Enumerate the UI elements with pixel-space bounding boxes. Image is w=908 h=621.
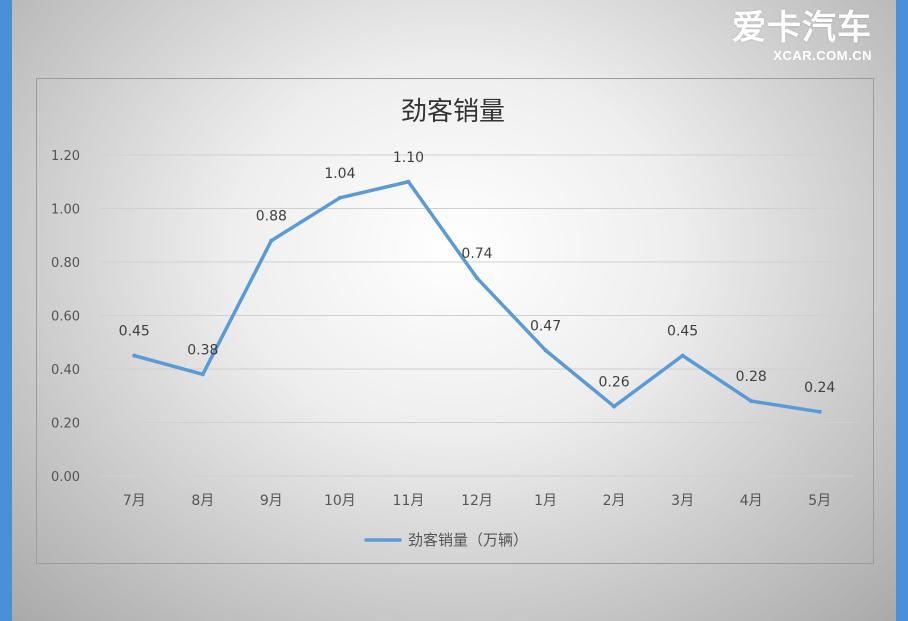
data-point: [200, 372, 205, 377]
data-point: [269, 238, 274, 243]
x-tick-label: 10月: [324, 493, 356, 509]
data-point: [543, 348, 548, 353]
data-point: [406, 179, 411, 184]
data-labels: 0.45 0.38 0.88 1.04 1.10 0.74 0.47 0.26 0.45 0.28…: [119, 150, 836, 396]
left-border: [0, 0, 12, 621]
y-tick-label: 0.20: [51, 417, 80, 432]
data-label: 0.74: [461, 246, 492, 262]
data-point: [680, 353, 685, 358]
x-tick-label: 9月: [260, 493, 283, 509]
right-border: [896, 0, 908, 621]
y-tick-label: 0.00: [51, 470, 80, 485]
x-tick-label: 11月: [393, 493, 425, 509]
line-chart: 劲客销量 0.00 0.20 0.40 0.60 0.80 1.00 1.20 7月 8月 9月…: [51, 97, 854, 549]
x-axis-ticks: 7月 8月 9月 10月 11月 12月 1月 2月 3月 4月 5月: [123, 493, 831, 509]
data-label: 0.26: [599, 374, 630, 390]
data-point: [337, 195, 342, 200]
y-tick-label: 1.00: [51, 203, 80, 218]
xcar-logo: 爱卡汽车 XCAR.COM.CN: [732, 8, 872, 64]
data-point: [132, 353, 137, 358]
chart-panel: [36, 78, 874, 564]
series-layer: [132, 179, 822, 414]
y-tick-label: 0.80: [51, 256, 80, 271]
chart-title: 劲客销量: [401, 97, 505, 127]
data-label: 0.38: [187, 342, 218, 358]
data-point: [749, 399, 754, 404]
data-label: 0.47: [530, 318, 561, 334]
legend-label: 劲客销量（万辆）: [408, 531, 528, 549]
legend: 劲客销量（万辆）: [364, 531, 528, 549]
x-tick-label: 12月: [461, 493, 493, 509]
x-tick-label: 3月: [671, 493, 694, 509]
logo-text-cn: 爱卡汽车: [732, 8, 872, 48]
x-tick-label: 2月: [603, 493, 626, 509]
x-tick-label: 5月: [808, 493, 831, 509]
y-axis-ticks: 0.00 0.20 0.40 0.60 0.80 1.00 1.20: [51, 149, 80, 485]
y-tick-label: 0.60: [51, 310, 80, 325]
data-point: [817, 409, 822, 414]
data-label: 1.10: [393, 150, 424, 166]
series-line: [132, 180, 822, 414]
y-tick-label: 0.40: [51, 363, 80, 378]
x-tick-label: 1月: [534, 493, 557, 509]
x-tick-label: 4月: [740, 493, 763, 509]
data-label: 0.24: [804, 380, 835, 396]
data-label: 0.88: [256, 209, 287, 225]
logo-text-en: XCAR.COM.CN: [773, 48, 872, 63]
x-tick-label: 8月: [191, 493, 214, 509]
y-tick-label: 1.20: [51, 149, 80, 164]
gridlines: [100, 154, 854, 477]
data-label: 0.45: [667, 324, 698, 340]
data-label: 0.45: [119, 324, 150, 340]
data-label: 0.28: [736, 369, 767, 385]
data-label: 1.04: [324, 166, 355, 182]
data-point: [612, 404, 617, 409]
x-tick-label: 7月: [123, 493, 146, 509]
data-point: [475, 276, 479, 281]
